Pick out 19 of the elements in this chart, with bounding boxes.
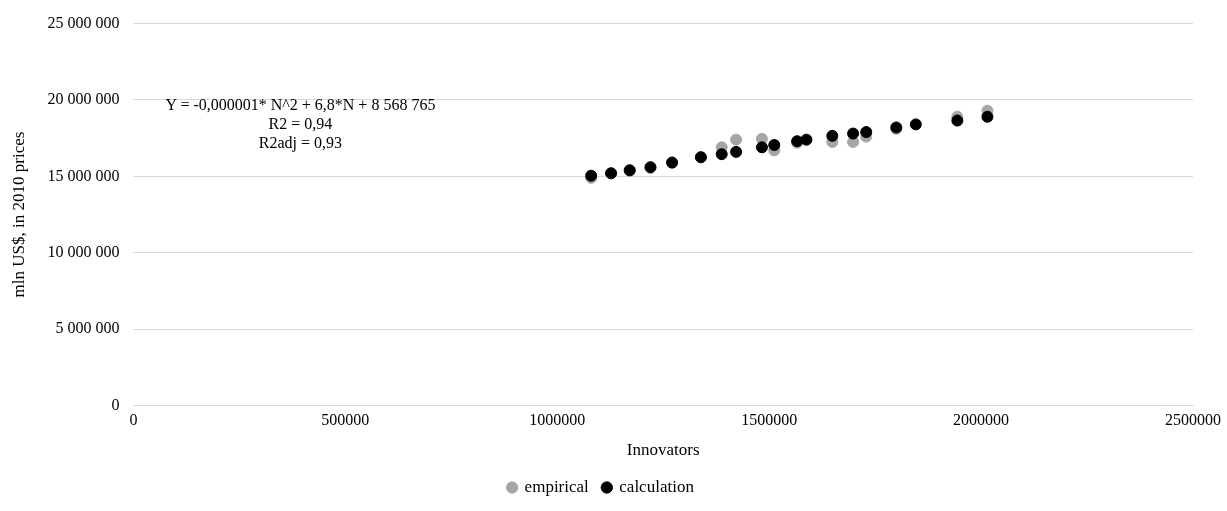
x-tick-label: 1500000 <box>741 411 798 429</box>
x-tick-label: 500000 <box>321 411 370 429</box>
y-axis-title: mln US$, in 2010 prices <box>8 131 28 298</box>
legend-label: calculation <box>619 476 695 496</box>
y-tick-label: 25 000 000 <box>47 13 120 31</box>
x-axis-title: Innovators <box>626 440 700 460</box>
x-tick-label: 1000000 <box>529 411 586 429</box>
x-tick-label: 2000000 <box>953 411 1010 429</box>
y-tick-label: 5 000 000 <box>55 319 120 337</box>
y-tick-label: 0 <box>111 395 120 413</box>
y-tick-label: 20 000 000 <box>47 90 120 108</box>
x-tick-label: 2500000 <box>1165 411 1221 429</box>
annotation: R2 = 0,94 <box>268 114 333 132</box>
y-tick-label: 15 000 000 <box>47 166 120 184</box>
x-tick-label: 0 <box>129 411 138 429</box>
annotation: R2adj = 0,93 <box>258 133 343 152</box>
annotation: Y = -0,000001* N^2 + 6,8*N + 8 568 765 <box>165 95 436 113</box>
y-tick-label: 10 000 000 <box>47 242 120 260</box>
legend-label: empirical <box>524 476 590 496</box>
